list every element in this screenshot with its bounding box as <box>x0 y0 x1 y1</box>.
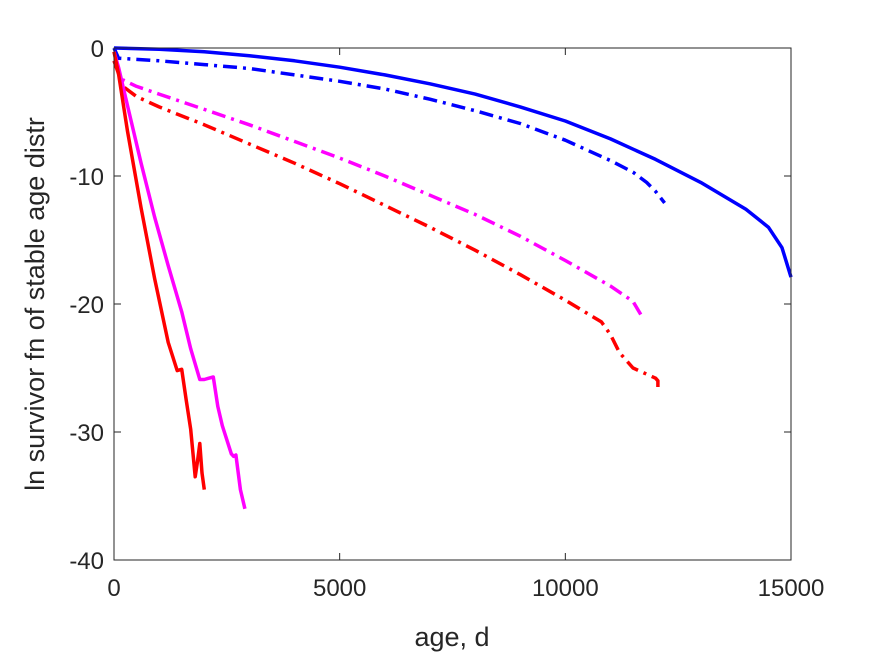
x-tick-label: 5000 <box>313 575 366 602</box>
series-line-5 <box>112 51 247 510</box>
series-layer <box>112 46 793 510</box>
x-tick-label: 0 <box>107 575 120 602</box>
series-line-2 <box>112 47 666 204</box>
series-line-4 <box>112 60 660 391</box>
y-tick-label: -30 <box>69 420 104 447</box>
y-axis-label: ln survivor fn of stable age distr <box>20 117 50 491</box>
x-axis-label: age, d <box>414 622 489 652</box>
series-line-1 <box>113 46 793 278</box>
y-tick-label: 0 <box>91 36 104 63</box>
y-tick-label: -40 <box>69 548 104 575</box>
x-tick-label: 10000 <box>532 575 599 602</box>
axis-layer: 0 5000 10000 15000 0 -10 -20 -30 -40 <box>69 36 824 602</box>
y-tick-label: -10 <box>69 164 104 191</box>
y-tick-label: -20 <box>69 292 104 319</box>
x-tick-label: 15000 <box>758 575 825 602</box>
series-line-3 <box>112 60 644 318</box>
series-line-6 <box>112 51 207 490</box>
